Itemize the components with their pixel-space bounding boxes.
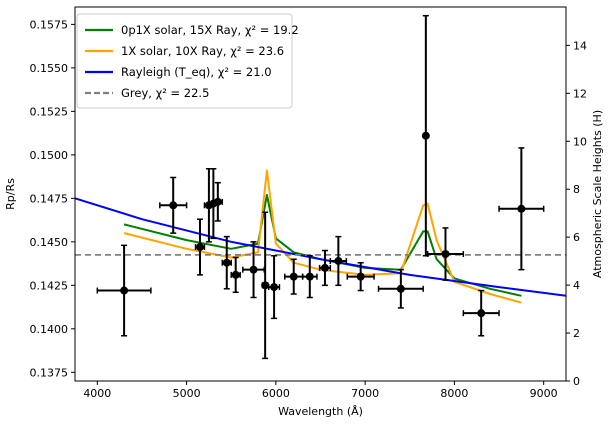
data-point (318, 249, 332, 287)
data-point (242, 241, 266, 299)
data-marker (356, 272, 365, 281)
x-tick-label: 4000 (83, 387, 111, 400)
axes: 4000 5000 6000 7000 8000 9000 0.1375 0.1400 0.14… (4, 6, 604, 418)
legend-entry: 1X solar, 10X Ray, χ² = 23.6 (85, 44, 284, 58)
data-point (212, 181, 224, 222)
y-tick-label: 0.1500 (30, 149, 69, 162)
y-tick-label: 0.1450 (30, 236, 69, 249)
data-point (421, 14, 430, 257)
y-right-tick-label: 14 (573, 39, 587, 52)
data-point (221, 235, 232, 290)
y-right-tick-label: 10 (573, 135, 587, 148)
x-tick-label: 6000 (262, 387, 290, 400)
data-marker (222, 258, 231, 267)
legend-entry: Grey, χ² = 22.5 (85, 86, 209, 100)
y-tick-label: 0.1550 (30, 62, 69, 75)
data-marker (334, 256, 343, 265)
legend-label: 1X solar, 10X Ray, χ² = 23.6 (121, 44, 284, 58)
legend-box (76, 13, 293, 109)
data-marker (169, 201, 178, 210)
data-marker (477, 309, 486, 318)
data-point (230, 256, 241, 294)
data-marker (261, 281, 270, 290)
data-marker (213, 197, 222, 206)
y-tick-label: 0.1375 (30, 366, 69, 379)
data-marker (421, 131, 430, 140)
data-point (96, 244, 152, 337)
series-line-1 (123, 193, 522, 297)
legend-label: Rayleigh (T_eq), χ² = 21.0 (121, 65, 272, 79)
data-point (267, 255, 281, 320)
data-marker (517, 204, 526, 213)
data-point (301, 255, 318, 299)
legend-entry: Rayleigh (T_eq), χ² = 21.0 (85, 65, 272, 79)
y-tick-label: 0.1575 (30, 18, 69, 31)
data-point (194, 218, 206, 276)
data-marker (441, 250, 450, 259)
y-right-tick-label: 0 (573, 375, 580, 388)
y-right-tick-label: 2 (573, 327, 580, 340)
data-point (346, 261, 375, 292)
legend-label: Grey, χ² = 22.5 (121, 86, 209, 100)
series-line-3 (75, 197, 566, 297)
legend-entry: 0p1X solar, 15X Ray, χ² = 19.2 (85, 23, 299, 37)
x-tick-label: 8000 (440, 387, 468, 400)
data-marker (195, 243, 204, 252)
data-point (377, 268, 424, 309)
legend-label: 0p1X solar, 15X Ray, χ² = 19.2 (121, 23, 299, 37)
data-marker (249, 265, 258, 274)
data-marker (270, 283, 279, 292)
y-right-tick-label: 12 (573, 87, 587, 100)
data-point (261, 211, 270, 360)
y-right-tick-label: 6 (573, 231, 580, 244)
x-tick-label: 7000 (351, 387, 379, 400)
data-point (498, 147, 545, 271)
plot-frame (74, 6, 567, 382)
y-tick-label: 0.1475 (30, 192, 69, 205)
data-marker (289, 272, 298, 281)
data-marker (120, 286, 129, 295)
data-point (329, 235, 348, 287)
y-axis-label: Rp/Rs (4, 178, 17, 210)
x-tick-label: 9000 (530, 387, 558, 400)
data-marker (305, 272, 314, 281)
data-marker (231, 270, 240, 279)
data-point (462, 289, 500, 337)
data-marker (320, 263, 329, 272)
x-axis-label: Wavelength (Å) (278, 405, 363, 418)
legend: 0p1X solar, 15X Ray, χ² = 19.2 1X solar, … (76, 13, 299, 109)
y-tick-label: 0.1525 (30, 105, 69, 118)
y-tick-label: 0.1400 (30, 323, 69, 336)
y-right-axis-label: Atmospheric Scale Heights (H) (591, 110, 604, 278)
plot-area (75, 14, 566, 360)
data-point (159, 176, 188, 234)
data-point (426, 227, 465, 281)
x-tick-label: 5000 (173, 387, 201, 400)
y-right-tick-label: 8 (573, 183, 580, 196)
y-right-tick-label: 4 (573, 279, 580, 292)
y-tick-label: 0.1425 (30, 279, 69, 292)
data-marker (396, 284, 405, 293)
